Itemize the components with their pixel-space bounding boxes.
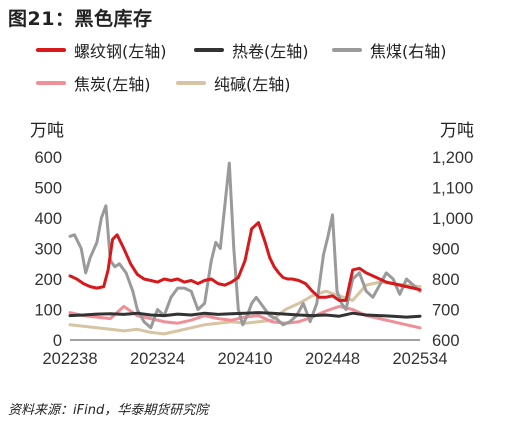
left-tick-label: 400 [34,210,62,228]
series-lines [68,161,422,336]
legend-label-coking-coal: 焦煤(右轴) [370,42,447,61]
legend-swatch-coke [36,81,66,85]
tick-labels: 0 100 200 300 400 500 600 600 700 800 900 1,000 1,10… [34,149,473,368]
x-tick-label: 202534 [392,350,447,368]
legend-item-rebar: 螺纹钢(左轴) [36,38,167,62]
x-tick-label: 202448 [305,350,360,368]
left-axis-unit: 万吨 [30,121,64,141]
source-note: 资料来源：iFind，华泰期货研究院 [8,403,209,418]
legend-label-coke: 焦炭(左轴) [74,75,151,94]
legend-swatch-hrc [194,48,224,52]
legend-item-soda-ash: 纯碱(左轴) [176,71,291,95]
legend-item-hrc: 热卷(左轴) [194,38,309,62]
left-tick-label: 0 [53,332,62,350]
left-tick-label: 200 [34,271,62,289]
x-tick-label: 202324 [130,350,185,368]
series-line-hrc [68,311,422,319]
x-tick-label: 202238 [42,350,97,368]
right-tick-label: 600 [432,332,460,350]
legend: 螺纹钢(左轴) 热卷(左轴) 焦煤(右轴) 焦炭(左轴) 纯碱(左轴) [36,38,506,98]
legend-label-hrc: 热卷(左轴) [232,42,309,61]
chart-title: 图21：黑色库存 [8,8,153,30]
x-tick-label: 202410 [217,350,272,368]
right-tick-label: 1,200 [432,149,473,167]
right-axis-unit: 万吨 [440,121,474,141]
left-tick-label: 300 [34,241,62,259]
legend-swatch-rebar [36,48,66,52]
right-tick-label: 800 [432,271,460,289]
legend-label-soda-ash: 纯碱(左轴) [214,75,291,94]
right-tick-label: 1,100 [432,180,473,198]
series-line-rebar [68,221,422,302]
legend-swatch-coking-coal [332,48,362,52]
left-tick-label: 100 [34,302,62,320]
series-line-coking-coal [68,161,422,330]
legend-label-rebar: 螺纹钢(左轴) [74,42,167,61]
right-tick-label: 700 [432,302,460,320]
right-tick-label: 1,000 [432,210,473,228]
legend-item-coke: 焦炭(左轴) [36,71,151,95]
legend-item-coking-coal: 焦煤(右轴) [332,38,447,62]
right-tick-label: 900 [432,241,460,259]
left-tick-label: 600 [34,149,62,167]
legend-swatch-soda-ash [176,81,206,85]
left-tick-label: 500 [34,180,62,198]
